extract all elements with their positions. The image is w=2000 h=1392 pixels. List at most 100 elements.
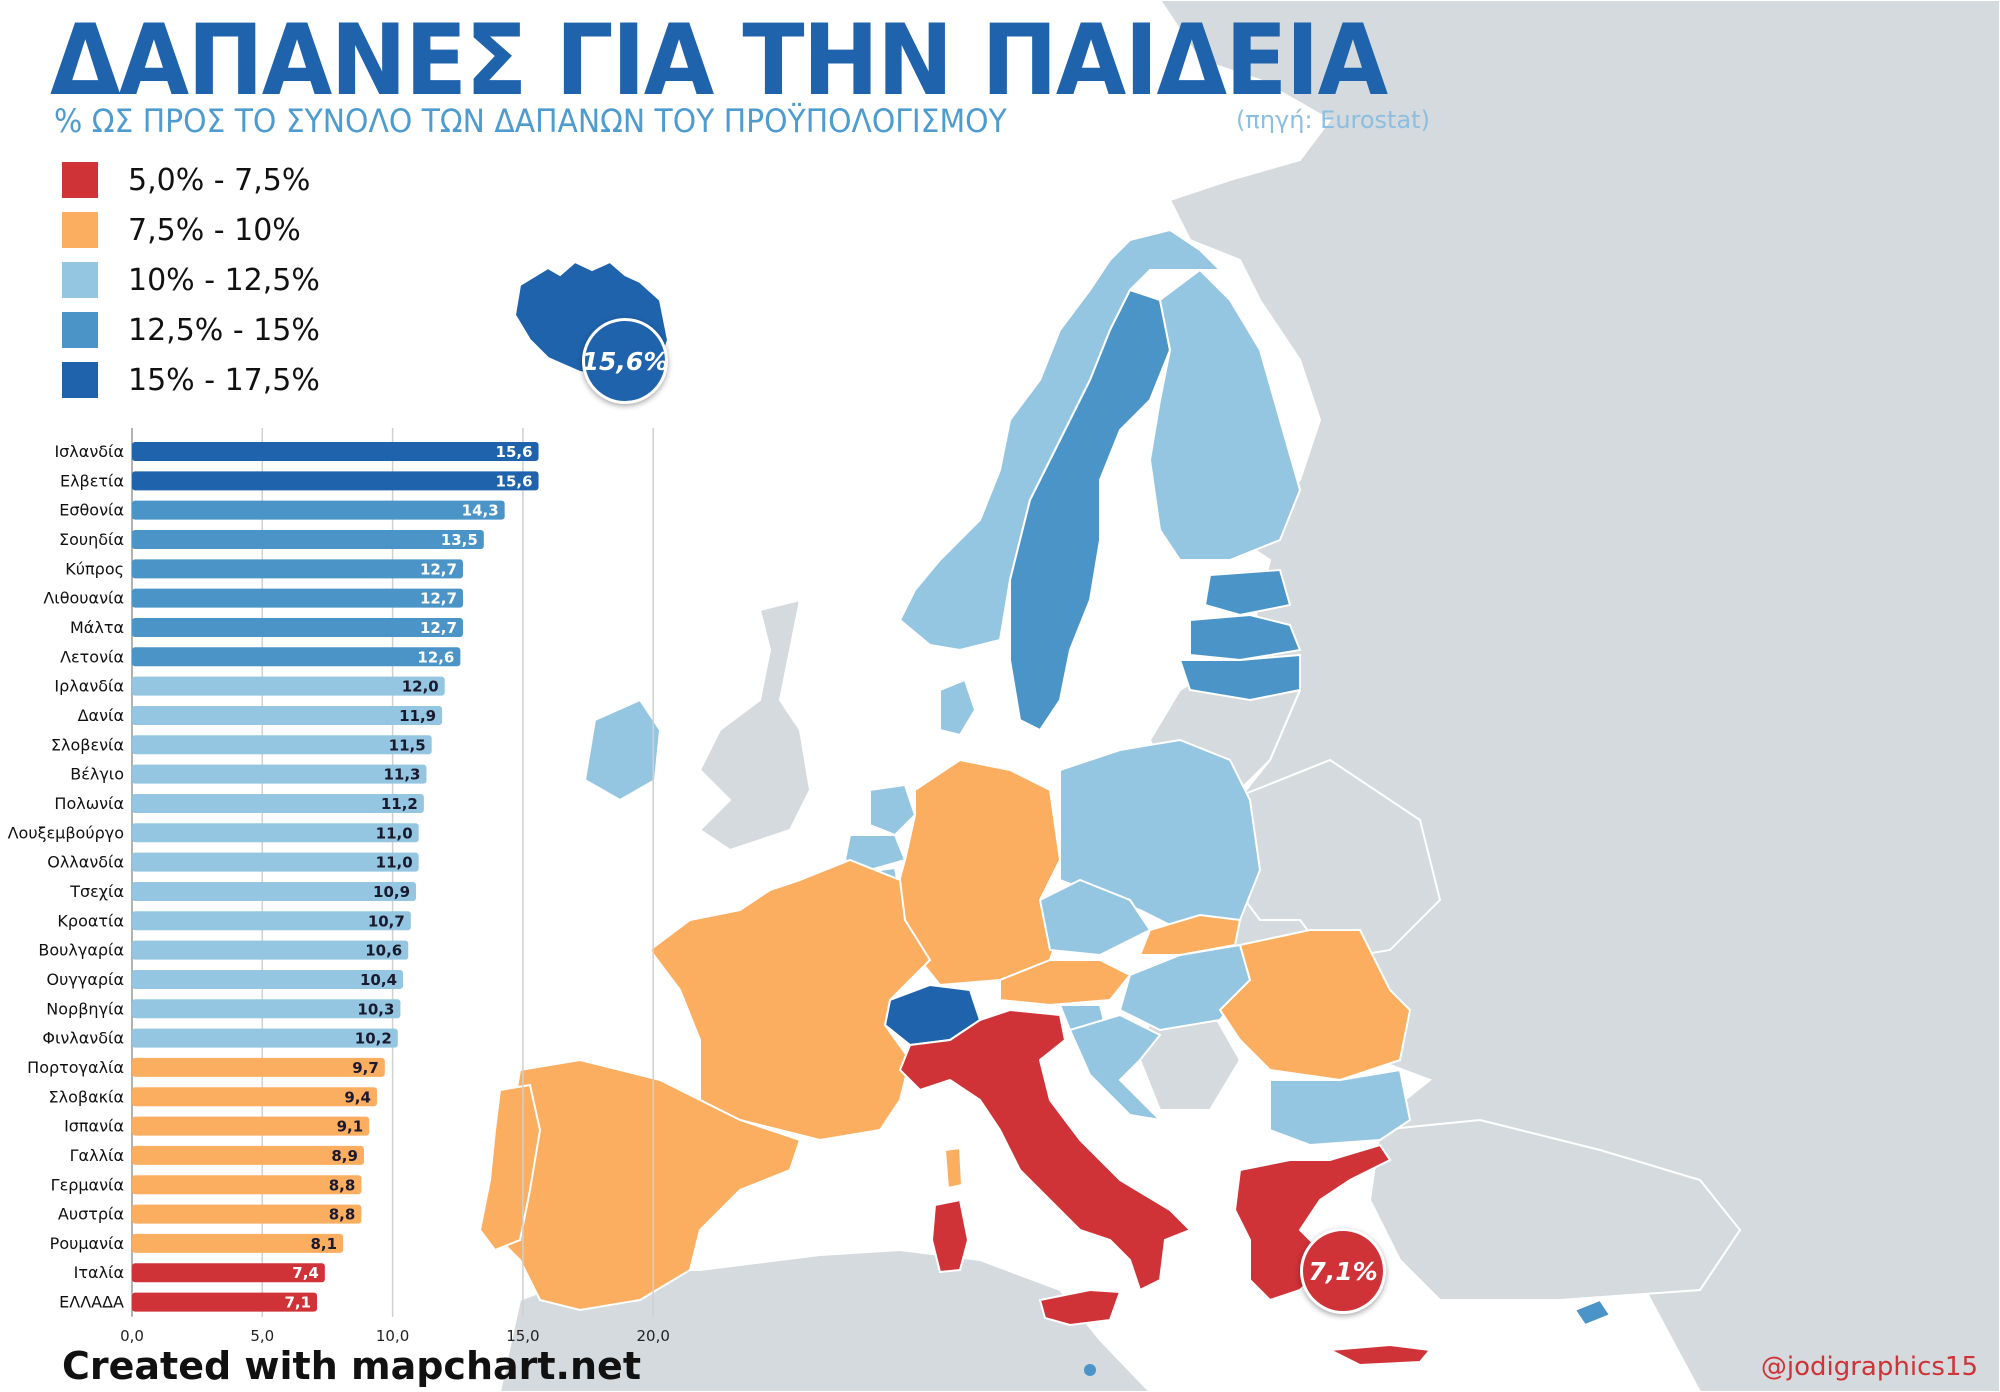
france-shape [648, 858, 932, 1142]
bar-chart: 0,0 5,0 10,0 15,0 20,0 Ισλανδία 15,6 Ελβετία 15,… [8, 428, 670, 1345]
legend-label: 5,0% - 7,5% [128, 162, 311, 198]
category-label: Ισπανία [64, 1117, 124, 1136]
estonia-shape [1203, 568, 1292, 617]
bar [132, 588, 463, 608]
x-tick-label: 20,0 [636, 1327, 669, 1345]
romania-shape [1218, 929, 1412, 1082]
value-label: 10,4 [360, 971, 397, 989]
category-label: Πορτογαλία [27, 1058, 124, 1077]
legend-swatch [62, 262, 98, 298]
value-label: 7,4 [292, 1264, 319, 1282]
category-label: Ιταλία [74, 1263, 124, 1282]
netherlands-shape [869, 783, 917, 837]
portugal-shape [478, 1083, 542, 1252]
bar [132, 1087, 377, 1107]
bar [132, 881, 417, 901]
finland-shape [1148, 268, 1302, 561]
credit-text: Created with mapchart.net [62, 1344, 641, 1388]
value-label: 9,4 [344, 1088, 371, 1106]
legend-swatch [62, 362, 98, 398]
bar [132, 1028, 398, 1048]
author-handle: @jodigraphics15 [1760, 1352, 1978, 1382]
value-label: 9,7 [352, 1059, 379, 1077]
bar [132, 500, 505, 520]
legend-swatch [62, 162, 98, 198]
bar [132, 764, 427, 784]
value-label: 11,9 [399, 707, 436, 725]
value-label: 10,3 [357, 1000, 394, 1018]
bar [132, 793, 424, 813]
crete-shape [1326, 1343, 1432, 1367]
bar [132, 1175, 362, 1195]
iceland-callout: 15,6% [582, 318, 668, 404]
category-label: Ολλανδία [47, 853, 124, 872]
category-label: Σουηδία [59, 530, 124, 549]
value-label: 11,3 [383, 766, 420, 784]
value-label: 8,1 [311, 1235, 338, 1253]
denmark-shape [939, 678, 977, 737]
value-label: 8,8 [329, 1176, 356, 1194]
value-label: 7,1 [284, 1294, 311, 1312]
value-label: 11,0 [376, 824, 413, 842]
legend-label: 15% - 17,5% [128, 362, 320, 398]
legend-item: 5,0% - 7,5% [62, 155, 320, 205]
value-label: 12,7 [420, 590, 457, 608]
bar [132, 735, 432, 755]
category-label: Λουξεμβούργο [8, 823, 124, 842]
value-label: 15,6 [496, 443, 533, 461]
category-label: Νορβηγία [46, 999, 124, 1018]
category-label: ΕΛΛΑΔΑ [59, 1293, 124, 1312]
x-tick-label: 5,0 [250, 1327, 274, 1345]
value-label: 8,8 [329, 1206, 356, 1224]
x-tick-label: 15,0 [506, 1327, 539, 1345]
bar [132, 559, 463, 579]
value-label: 10,7 [368, 912, 405, 930]
sicily-shape [1038, 1288, 1122, 1327]
bar [132, 676, 445, 696]
legend-label: 12,5% - 15% [128, 312, 320, 348]
bar [132, 852, 419, 872]
value-label: 11,2 [381, 795, 418, 813]
value-label: 11,0 [376, 854, 413, 872]
category-label: Δανία [78, 706, 124, 725]
bar [132, 529, 484, 549]
category-label: Κύπρος [65, 559, 124, 578]
category-label: Πολωνία [54, 794, 124, 813]
x-tick-label: 10,0 [376, 1327, 409, 1345]
lithuania-shape [1178, 653, 1301, 702]
bar [132, 471, 539, 491]
bar [132, 999, 401, 1019]
bar [132, 823, 419, 843]
category-label: Σλοβακία [48, 1087, 124, 1106]
category-label: Ρουμανία [50, 1234, 124, 1253]
legend-label: 7,5% - 10% [128, 212, 301, 248]
chart-title: ΔΑΠΑΝΕΣ ΓΙΑ ΤΗΝ ΠΑΙΔΕΙΑ [50, 4, 1388, 118]
value-label: 10,9 [373, 883, 410, 901]
bar [132, 647, 461, 667]
chart-subtitle: % ΩΣ ΠΡΟΣ ΤΟ ΣΥΝΟΛΟ ΤΩΝ ΔΑΠΑΝΩΝ ΤΟΥ ΠΡΟΫ… [54, 102, 1007, 140]
bar [132, 617, 463, 637]
value-label: 11,5 [389, 736, 426, 754]
cyprus-shape [1573, 1298, 1612, 1327]
bar [132, 1233, 344, 1253]
category-label: Ελβετία [60, 471, 124, 490]
malta-dot [1084, 1364, 1096, 1376]
category-label: Γαλλία [70, 1146, 124, 1165]
bar [132, 1145, 364, 1165]
value-label: 9,1 [337, 1118, 364, 1136]
bulgaria-shape [1269, 1068, 1412, 1147]
greece-callout: 7,1% [1300, 1228, 1386, 1314]
value-label: 10,6 [365, 942, 402, 960]
croatia-shape [1068, 1013, 1163, 1122]
bar [132, 940, 409, 960]
great-britain-region [698, 598, 812, 852]
legend-item: 15% - 17,5% [62, 355, 320, 405]
category-label: Εσθονία [59, 501, 124, 520]
value-label: 12,7 [420, 619, 457, 637]
legend-label: 10% - 12,5% [128, 262, 320, 298]
category-label: Ουγγαρία [47, 970, 124, 989]
category-label: Βουλγαρία [38, 941, 124, 960]
bar [132, 1057, 385, 1077]
x-tick-label: 0,0 [120, 1327, 144, 1345]
value-label: 12,0 [402, 678, 439, 696]
